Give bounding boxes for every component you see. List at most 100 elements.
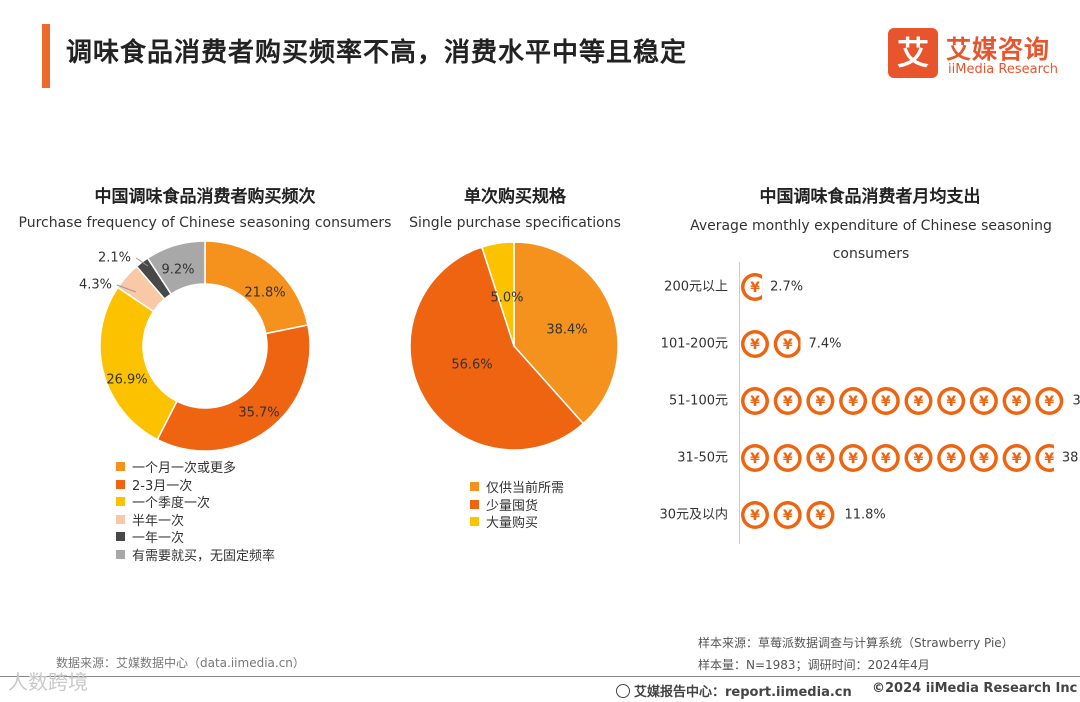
legend-swatch bbox=[470, 482, 479, 492]
svg-text:¥: ¥ bbox=[979, 394, 989, 410]
spec-pie-chart: 38.4% 56.6% 5.0% bbox=[409, 241, 619, 451]
expenditure-chart-title: 中国调味食品消费者月均支出 bbox=[759, 187, 981, 207]
data-source: 数据来源：艾媒数据中心（data.iimedia.cn） bbox=[56, 656, 305, 670]
legend-swatch bbox=[116, 479, 125, 489]
svg-text:¥: ¥ bbox=[750, 280, 760, 296]
legend-label: 一年一次 bbox=[132, 531, 185, 547]
svg-text:¥: ¥ bbox=[816, 394, 826, 410]
spec-legend: 仅供当前所需 少量囤货大量购买 bbox=[470, 478, 564, 531]
expenditure-pictograph-chart: 200元以上 ¥2.7%101-200元 ¥ ¥7.4%51-100元 ¥ ¥ ¥ ¥ ¥ ¥ ¥ ¥… bbox=[659, 262, 1080, 544]
donut-leader-3 bbox=[116, 284, 137, 293]
donut-label-5: 9.2% bbox=[161, 263, 194, 278]
pictograph-category-3: 31-50元 bbox=[677, 451, 728, 466]
frequency-chart-subtitle: Purchase frequency of Chinese seasoning … bbox=[18, 215, 392, 231]
legend-swatch bbox=[116, 549, 125, 559]
donut-label-3: 4.3% bbox=[79, 278, 112, 293]
legend-item: 一年一次 bbox=[116, 528, 275, 546]
legend-label: 少量囤货 bbox=[486, 498, 539, 514]
legend-swatch bbox=[116, 462, 125, 472]
legend-label: 一个月一次或更多 bbox=[132, 461, 237, 477]
logo-english-name: iiMedia Research bbox=[948, 62, 1059, 77]
logo-mark-icon: 艾 bbox=[888, 28, 938, 78]
svg-text:¥: ¥ bbox=[750, 337, 760, 353]
pie-label-2: 5.0% bbox=[490, 291, 523, 306]
donut-slice-1 bbox=[156, 324, 311, 452]
pictograph-bar-1: ¥ ¥ bbox=[741, 330, 801, 358]
donut-leader-4 bbox=[135, 257, 149, 267]
svg-text:¥: ¥ bbox=[750, 451, 760, 467]
report-center-text: 艾媒报告中心：report.iimedia.cn bbox=[634, 685, 852, 700]
svg-text:¥: ¥ bbox=[1012, 451, 1022, 467]
pictograph-category-2: 51-100元 bbox=[669, 394, 728, 409]
svg-text:¥: ¥ bbox=[783, 451, 793, 467]
yuan-coin-icon: ¥ bbox=[937, 444, 966, 472]
globe-icon bbox=[616, 684, 630, 698]
legend-label: 大量购买 bbox=[486, 516, 539, 532]
legend-label: 2-3月一次 bbox=[132, 478, 193, 494]
yuan-coin-icon: ¥ bbox=[871, 444, 900, 472]
pictograph-value-4: 11.8% bbox=[844, 508, 885, 523]
legend-label: 仅供当前所需 bbox=[486, 481, 565, 497]
pictograph-bar-2: ¥ ¥ ¥ ¥ ¥ ¥ ¥ ¥ ¥ ¥ bbox=[741, 387, 1064, 415]
spec-chart-title: 单次购买规格 bbox=[464, 187, 566, 207]
svg-text:¥: ¥ bbox=[946, 394, 956, 410]
svg-text:¥: ¥ bbox=[881, 451, 891, 467]
yuan-coin-icon: ¥ bbox=[839, 444, 868, 472]
svg-text:¥: ¥ bbox=[750, 394, 760, 410]
svg-text:¥: ¥ bbox=[783, 337, 793, 353]
yuan-coin-icon: ¥ bbox=[773, 330, 801, 358]
svg-text:¥: ¥ bbox=[848, 394, 858, 410]
report-center-link[interactable]: 艾媒报告中心：report.iimedia.cn bbox=[616, 681, 852, 700]
legend-swatch bbox=[470, 499, 479, 509]
pictograph-category-0: 200元以上 bbox=[664, 280, 728, 295]
pictograph-category-4: 30元及以内 bbox=[659, 507, 728, 523]
pictograph-value-3: 38.4% bbox=[1062, 451, 1080, 466]
yuan-coin-icon: ¥ bbox=[741, 501, 769, 529]
svg-text:¥: ¥ bbox=[1012, 394, 1022, 410]
legend-item: 一个月一次或更多 bbox=[116, 458, 275, 476]
yuan-coin-icon: ¥ bbox=[806, 387, 835, 415]
frequency-chart-title: 中国调味食品消费者购买频次 bbox=[94, 187, 316, 207]
legend-item: 仅供当前所需 bbox=[470, 478, 564, 496]
pictograph-value-0: 2.7% bbox=[770, 280, 803, 295]
legend-label: 一个季度一次 bbox=[132, 496, 211, 512]
footer-divider bbox=[0, 676, 1080, 677]
legend-item: 一个季度一次 bbox=[116, 493, 275, 511]
watermark: 人数跨境 bbox=[8, 670, 88, 694]
spec-chart-subtitle: Single purchase specifications bbox=[409, 215, 621, 231]
pictograph-bar-0: ¥ bbox=[741, 273, 763, 301]
frequency-donut-chart: 21.8% 35.7% 26.9% 4.3% 2.1% 9.2% bbox=[79, 240, 311, 452]
yuan-coin-icon: ¥ bbox=[773, 387, 802, 415]
yuan-coin-icon: ¥ bbox=[1002, 444, 1031, 472]
yuan-coin-icon: ¥ bbox=[904, 387, 933, 415]
frequency-legend: 一个月一次或更多 2-3月一次 一个季度一次 半年一次 一年一次 有需要就买，无固定频率 bbox=[116, 458, 275, 564]
yuan-coin-icon: ¥ bbox=[806, 444, 835, 472]
pie-slice-1 bbox=[409, 246, 585, 451]
copyright: ©2024 iiMedia Research Inc bbox=[872, 681, 1078, 696]
yuan-coin-icon: ¥ bbox=[741, 387, 769, 415]
pictograph-bar-3: ¥ ¥ ¥ ¥ ¥ ¥ ¥ ¥ ¥ ¥ bbox=[741, 444, 1054, 472]
iimedia-logo[interactable]: 艾 艾媒咨询 iiMedia Research bbox=[888, 28, 1058, 84]
pictograph-category-1: 101-200元 bbox=[661, 337, 728, 352]
legend-item: 2-3月一次 bbox=[116, 476, 275, 494]
svg-text:¥: ¥ bbox=[1044, 394, 1054, 410]
legend-swatch bbox=[116, 532, 125, 542]
yuan-coin-icon: ¥ bbox=[969, 387, 998, 415]
svg-text:¥: ¥ bbox=[946, 451, 956, 467]
yuan-coin-icon: ¥ bbox=[1035, 387, 1064, 415]
donut-slice-2 bbox=[99, 286, 178, 441]
svg-text:¥: ¥ bbox=[1044, 451, 1054, 467]
page-title: 调味食品消费者购买频率不高，消费水平中等且稳定 bbox=[66, 38, 688, 68]
legend-swatch bbox=[116, 514, 125, 524]
donut-label-2: 26.9% bbox=[106, 373, 147, 388]
yuan-coin-icon: ¥ bbox=[773, 444, 802, 472]
yuan-coin-icon: ¥ bbox=[937, 387, 966, 415]
expenditure-chart-subtitle: Average monthly expenditure of Chinese s… bbox=[690, 218, 1052, 262]
svg-text:¥: ¥ bbox=[750, 508, 760, 524]
donut-label-4: 2.1% bbox=[98, 251, 131, 266]
sample-source: 样本来源：草莓派数据调查与计算系统（Strawberry Pie） bbox=[698, 636, 1014, 650]
pie-label-0: 38.4% bbox=[546, 323, 587, 338]
pictograph-value-2: 39.7% bbox=[1073, 394, 1080, 409]
legend-item: 少量囤货 bbox=[470, 496, 564, 514]
pictograph-value-1: 7.4% bbox=[808, 337, 841, 352]
